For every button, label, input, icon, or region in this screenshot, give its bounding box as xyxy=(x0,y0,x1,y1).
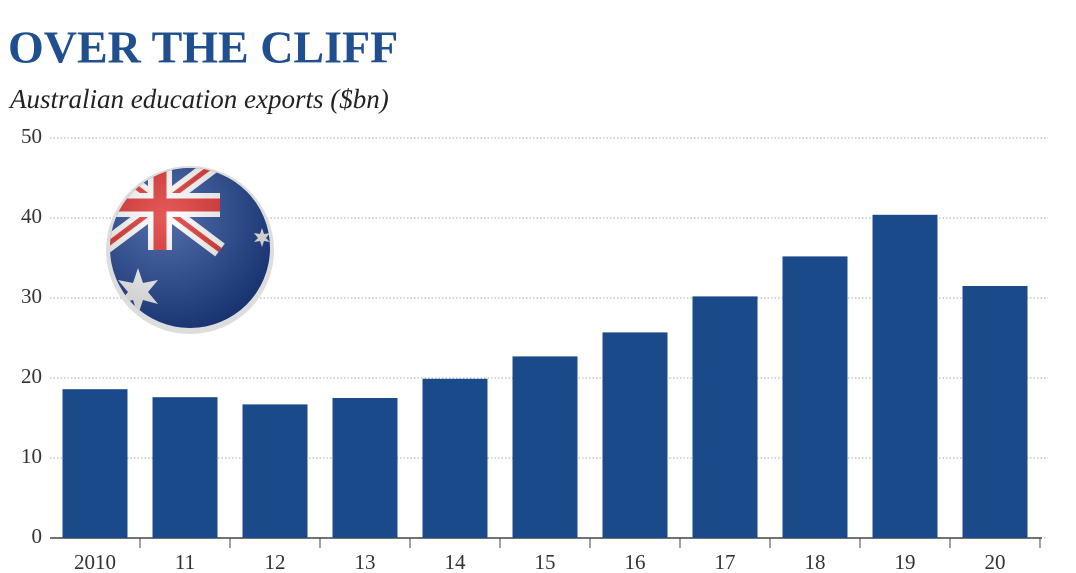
y-tick-label: 10 xyxy=(21,444,42,468)
x-tick-label: 11 xyxy=(175,550,195,573)
bar xyxy=(962,286,1028,538)
x-tick-label: 19 xyxy=(895,550,916,573)
y-tick-label: 20 xyxy=(21,364,42,388)
bar xyxy=(782,256,848,538)
bar xyxy=(872,214,938,539)
bar xyxy=(512,356,578,538)
x-tick-label: 2010 xyxy=(74,550,116,573)
chart-subtitle: Australian education exports ($bn) xyxy=(8,84,389,114)
x-tick-label: 18 xyxy=(805,550,826,573)
y-tick-label: 50 xyxy=(21,124,42,148)
y-tick-label: 30 xyxy=(21,284,42,308)
bar xyxy=(242,404,308,538)
bar xyxy=(152,397,218,538)
bar xyxy=(692,296,758,538)
y-tick-label: 0 xyxy=(32,524,43,548)
x-tick-label: 16 xyxy=(625,550,646,573)
bar xyxy=(332,398,398,538)
bar xyxy=(62,389,128,538)
plot-area: 0 10 20 30 40 50 2010 11 12 13 14 15 16 17 18 19 20 xyxy=(21,124,1048,573)
y-tick-label: 40 xyxy=(21,204,42,228)
x-tick-label: 17 xyxy=(715,550,736,573)
x-tick-label: 20 xyxy=(985,550,1006,573)
x-tick-label: 14 xyxy=(445,550,467,573)
bar xyxy=(602,332,668,538)
x-tick-label: 12 xyxy=(265,550,286,573)
chart-title: OVER THE CLIFF xyxy=(8,22,398,73)
x-tick-label: 15 xyxy=(535,550,556,573)
bar xyxy=(422,378,488,538)
x-tick-label: 13 xyxy=(355,550,376,573)
flag-icon xyxy=(106,166,274,334)
